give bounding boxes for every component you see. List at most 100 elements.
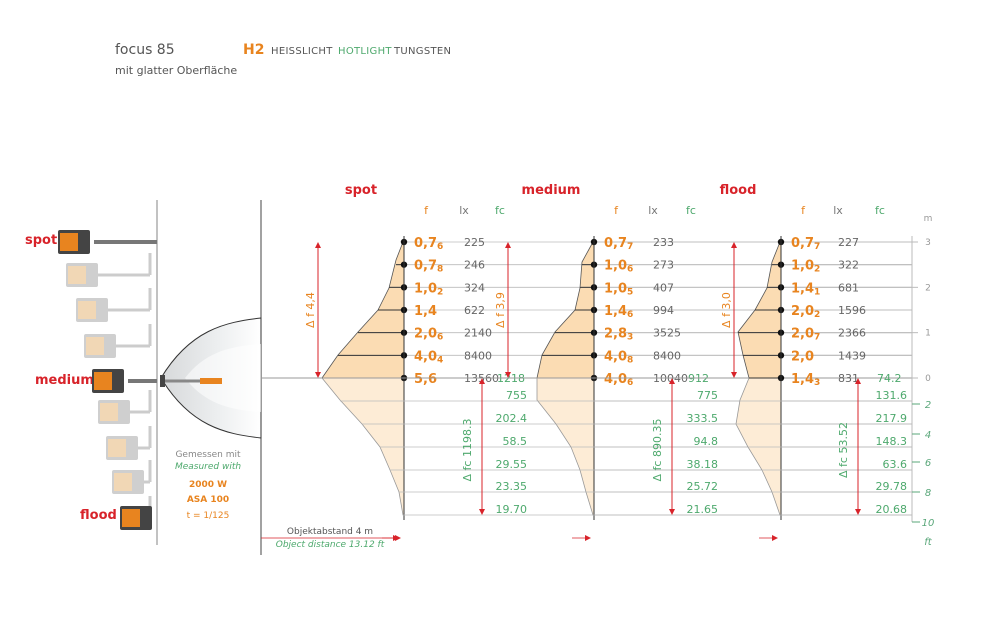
header-fc: fc (686, 204, 696, 217)
fc-value-ft: 19.70 (496, 503, 528, 516)
f-subscript: 3 (814, 378, 820, 388)
lx-value: 233 (653, 236, 674, 249)
f-value: 1,05 (604, 281, 633, 297)
lx-value: 1596 (838, 304, 866, 317)
lx-value: 8400 (653, 349, 681, 362)
delta-f-arrowhead-bottom (731, 372, 737, 378)
lx-value: 324 (464, 281, 485, 294)
label-heisslicht: HEISSLICHT (271, 46, 333, 57)
f-subscript: 7 (814, 333, 820, 343)
f-subscript: 1 (814, 287, 820, 297)
measured-en: Measured with (175, 462, 241, 472)
lx-value: 225 (464, 236, 485, 249)
lamp-lens (68, 266, 86, 284)
f-subscript: 2 (814, 265, 820, 275)
measured-de: Gemessen mit (175, 450, 241, 460)
scale-ft-tick: 4 (925, 430, 931, 441)
lx-value: 831 (838, 372, 859, 385)
lx-value: 2366 (838, 327, 866, 340)
f-value: 1,02 (414, 281, 443, 297)
fc-value-ft: 148.3 (876, 435, 908, 448)
f-subscript: 7 (814, 242, 820, 252)
beam-profile-lower (536, 377, 595, 516)
delta-fc-arrowhead-top (479, 378, 485, 384)
header-f: f (801, 204, 806, 217)
scale-ft-tick: 6 (925, 458, 931, 469)
lx-value: 1439 (838, 349, 866, 362)
fc-value-ft: 38.18 (687, 458, 719, 471)
delta-fc-arrowhead-bottom (669, 509, 675, 515)
bottom-arrowhead (395, 535, 401, 541)
lamp-lens (94, 372, 112, 390)
scale-m-tick: 0 (925, 374, 931, 384)
delta-fc-arrowhead-bottom (855, 509, 861, 515)
bottom-arrowhead (585, 535, 591, 541)
lamp-icon-6 (106, 426, 152, 460)
header-f: f (424, 204, 429, 217)
fc-value-ft: 20.68 (876, 503, 908, 516)
fc-value-ft: 333.5 (687, 412, 719, 425)
lamp-lens (78, 301, 96, 319)
scale-ft-tick: 10 (922, 518, 935, 529)
chart-title: flood (720, 183, 757, 198)
f-subscript: 8 (627, 355, 633, 365)
beam-profile-lower (321, 377, 405, 516)
lamp-mount (160, 375, 165, 387)
fc-value-ft: 29.55 (496, 458, 528, 471)
lamp-icon-5 (98, 390, 152, 424)
f-value: 2,07 (791, 327, 820, 343)
lamp-lens (114, 473, 132, 491)
delta-f-arrowhead-top (505, 242, 511, 248)
header-lx: lx (648, 204, 658, 217)
delta-fc-label: Δ fc 890.35 (651, 419, 664, 482)
f-value: 1,46 (604, 304, 633, 320)
lamp-lens (100, 403, 118, 421)
fc-value-ft: 775 (697, 389, 718, 402)
f-subscript: 2 (814, 310, 820, 320)
lamp-positions (58, 230, 222, 530)
lx-value: 8400 (464, 349, 492, 362)
lx-value: 681 (838, 281, 859, 294)
fc-value-ft: 131.6 (876, 389, 908, 402)
scale-m-tick: 3 (925, 238, 931, 248)
fc-value-ft: 94.8 (694, 435, 719, 448)
lamp-icon-8 (120, 496, 152, 530)
fc-value-ft: 29.78 (876, 480, 908, 493)
delta-fc-label: Δ fc 53.52 (837, 422, 850, 478)
delta-fc-arrowhead-top (669, 378, 675, 384)
delta-fc-arrowhead-top (855, 378, 861, 384)
label-hotlight: HOTLIGHT (338, 46, 392, 57)
f-value: 4,04 (414, 349, 443, 365)
f-subscript: 6 (437, 333, 443, 343)
fc-value-ft: 23.35 (496, 480, 528, 493)
lamp-lens (60, 233, 78, 251)
scale-ft-tick: 2 (925, 400, 931, 411)
scale-m-tick: 1 (925, 329, 931, 339)
distance-en: Object distance 13.12 ft (276, 540, 385, 550)
lx-value: 407 (653, 281, 674, 294)
lamp-lens (108, 439, 126, 457)
f-subscript: 4 (437, 355, 443, 365)
measured-asa: ASA 100 (187, 495, 229, 505)
delta-fc-arrowhead-bottom (479, 509, 485, 515)
lx-value: 273 (653, 259, 674, 272)
fc-value-zero: 74.2 (877, 372, 902, 385)
lamp-icon-3 (84, 324, 152, 358)
f-value: 2,0 (791, 349, 814, 364)
delta-f-arrowhead-top (315, 242, 321, 248)
flood-label: flood (80, 508, 117, 523)
scale-ft-unit: ft (924, 537, 933, 548)
beam-core (185, 344, 261, 412)
object-distance: Objektabstand 4 m Object distance 13.12 … (261, 527, 399, 550)
delta-f-label: Δ f 4,4 (304, 292, 317, 328)
f-value: 1,4 (414, 304, 437, 319)
distance-de: Objektabstand 4 m (287, 527, 373, 537)
medium-label: medium (35, 373, 94, 388)
f-subscript: 8 (437, 265, 443, 275)
lamp-icon-1 (66, 253, 152, 287)
lamp-code: H2 (243, 42, 264, 58)
fc-value-ft: 63.6 (883, 458, 908, 471)
